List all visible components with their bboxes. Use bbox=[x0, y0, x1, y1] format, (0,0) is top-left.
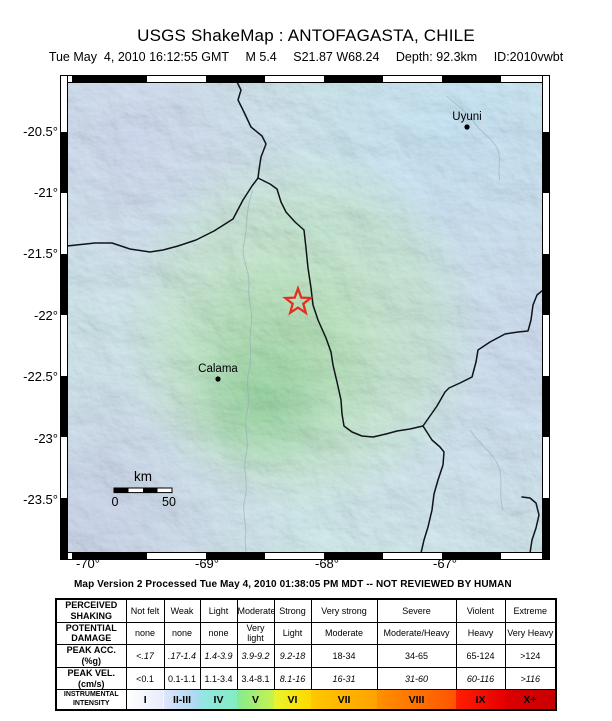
intensity-cell: VII bbox=[311, 689, 377, 711]
scale-end: 50 bbox=[162, 495, 176, 509]
legend-cell: none bbox=[125, 621, 165, 646]
legend-cell: 3.9-9.2 bbox=[236, 644, 275, 668]
legend-cell: >124 bbox=[504, 644, 557, 668]
neatline-right bbox=[542, 76, 549, 559]
hillshade-texture bbox=[68, 83, 542, 552]
legend-cell: <0.1 bbox=[125, 666, 165, 691]
scale-bar: km 0 50 bbox=[112, 469, 176, 509]
lat-axis-label: -22.5° bbox=[23, 369, 58, 384]
intensity-cell: X+ bbox=[505, 689, 556, 711]
legend-cell: Not felt bbox=[125, 598, 165, 623]
legend-cell: >116 bbox=[504, 666, 557, 691]
legend-row-label: POTENTIAL DAMAGE bbox=[55, 621, 127, 646]
lat-axis-label: -22° bbox=[34, 308, 58, 323]
event-id: ID:2010vwbt bbox=[493, 50, 564, 64]
intensity-cell: IV bbox=[200, 689, 237, 711]
lon-axis-label: -69° bbox=[195, 556, 219, 571]
legend: PERCEIVED SHAKING Not felt Weak Light Modera… bbox=[55, 598, 557, 711]
event-magnitude: M 5.4 bbox=[245, 50, 277, 64]
legend-cell: 60-116 bbox=[455, 666, 506, 691]
city-dot bbox=[215, 376, 221, 382]
map-caption: Map Version 2 Processed Tue May 4, 2010 … bbox=[74, 579, 512, 590]
intensity-cell: I bbox=[126, 689, 164, 711]
neatline-bottom bbox=[61, 552, 549, 559]
city-marker-calama: Calama bbox=[198, 363, 238, 382]
lon-axis-label: -70° bbox=[76, 556, 100, 571]
legend-cell: <.17 bbox=[125, 644, 165, 668]
legend-cell: 8.1-16 bbox=[273, 666, 312, 691]
legend-cell: Light bbox=[273, 621, 312, 646]
legend-row-label: PEAK VEL.(cm/s) bbox=[55, 666, 127, 691]
city-dot bbox=[464, 124, 470, 130]
legend-cell: 1.4-3.9 bbox=[199, 644, 238, 668]
legend-cell: Severe bbox=[376, 598, 457, 623]
lat-axis-label: -23.5° bbox=[23, 492, 58, 507]
legend-cell: Light bbox=[199, 598, 238, 623]
legend-cell: 65-124 bbox=[455, 644, 506, 668]
map-frame: Uyuni Calama km 0 50 bbox=[60, 75, 550, 560]
scale-start: 0 bbox=[112, 495, 119, 509]
legend-cell: .17-1.4 bbox=[163, 644, 201, 668]
legend-cell: 1.1-3.4 bbox=[199, 666, 238, 691]
legend-cell: Very light bbox=[236, 621, 275, 646]
legend-cell: 31-60 bbox=[376, 666, 457, 691]
legend-cell: Moderate/Heavy bbox=[376, 621, 457, 646]
lat-axis-label: -21.5° bbox=[23, 246, 58, 261]
page-title: USGS ShakeMap : ANTOFAGASTA, CHILE bbox=[137, 26, 475, 45]
lat-axis-label: -20.5° bbox=[23, 124, 58, 139]
lat-axis-label: -23° bbox=[34, 431, 58, 446]
legend-cell: 3.4-8.1 bbox=[236, 666, 275, 691]
intensity-cell: VIII bbox=[377, 689, 456, 711]
legend-cell: Heavy bbox=[455, 621, 506, 646]
country-borders bbox=[68, 83, 542, 552]
neatline-left bbox=[61, 76, 68, 559]
lon-axis-label: -67° bbox=[433, 556, 457, 571]
event-datetime: Tue May 4, 2010 16:12:55 GMT bbox=[48, 50, 230, 64]
intensity-cell: IX bbox=[456, 689, 505, 711]
city-label: Uyuni bbox=[452, 111, 481, 123]
lat-axis-label: -21° bbox=[34, 185, 58, 200]
scale-unit: km bbox=[134, 469, 152, 484]
legend-cell: 16-31 bbox=[310, 666, 378, 691]
legend-cell: none bbox=[163, 621, 201, 646]
legend-row-label: INSTRUMENTAL INTENSITY bbox=[56, 689, 127, 711]
legend-cell: 34-65 bbox=[376, 644, 457, 668]
event-depth: Depth: 92.3km bbox=[395, 50, 478, 64]
legend-cell: Very strong bbox=[310, 598, 378, 623]
legend-row-label: PEAK ACC.(%g) bbox=[55, 644, 127, 668]
legend-row-label: PERCEIVED SHAKING bbox=[55, 598, 127, 623]
city-marker-uyuni: Uyuni bbox=[452, 111, 482, 130]
lon-axis-label: -68° bbox=[315, 556, 339, 571]
legend-cell: Violent bbox=[455, 598, 506, 623]
intensity-cell: II-III bbox=[164, 689, 200, 711]
admin-boundaries bbox=[242, 95, 504, 552]
legend-cell: Very Heavy bbox=[504, 621, 557, 646]
city-label: Calama bbox=[198, 363, 238, 375]
legend-cell: Strong bbox=[273, 598, 312, 623]
event-location: S21.87 W68.24 bbox=[293, 50, 380, 64]
legend-cell: Moderate bbox=[236, 598, 275, 623]
legend-cell: Extreme bbox=[504, 598, 557, 623]
legend-cell: 18-34 bbox=[310, 644, 378, 668]
intensity-cell: VI bbox=[274, 689, 311, 711]
legend-cell: Weak bbox=[163, 598, 201, 623]
event-subtitle: Tue May 4, 2010 16:12:55 GMT M 5.4 S21.8… bbox=[0, 50, 612, 64]
map-canvas: Uyuni Calama km 0 50 bbox=[68, 83, 542, 552]
legend-cell: none bbox=[199, 621, 238, 646]
neatline-top bbox=[61, 76, 549, 83]
legend-cell: 9.2-18 bbox=[273, 644, 312, 668]
intensity-cell: V bbox=[237, 689, 274, 711]
epicenter-star-icon bbox=[282, 285, 314, 316]
legend-cell: Moderate bbox=[310, 621, 378, 646]
legend-cell: 0.1-1.1 bbox=[163, 666, 201, 691]
intensity-table: PERCEIVED SHAKING Not felt Weak Light Modera… bbox=[55, 598, 557, 711]
